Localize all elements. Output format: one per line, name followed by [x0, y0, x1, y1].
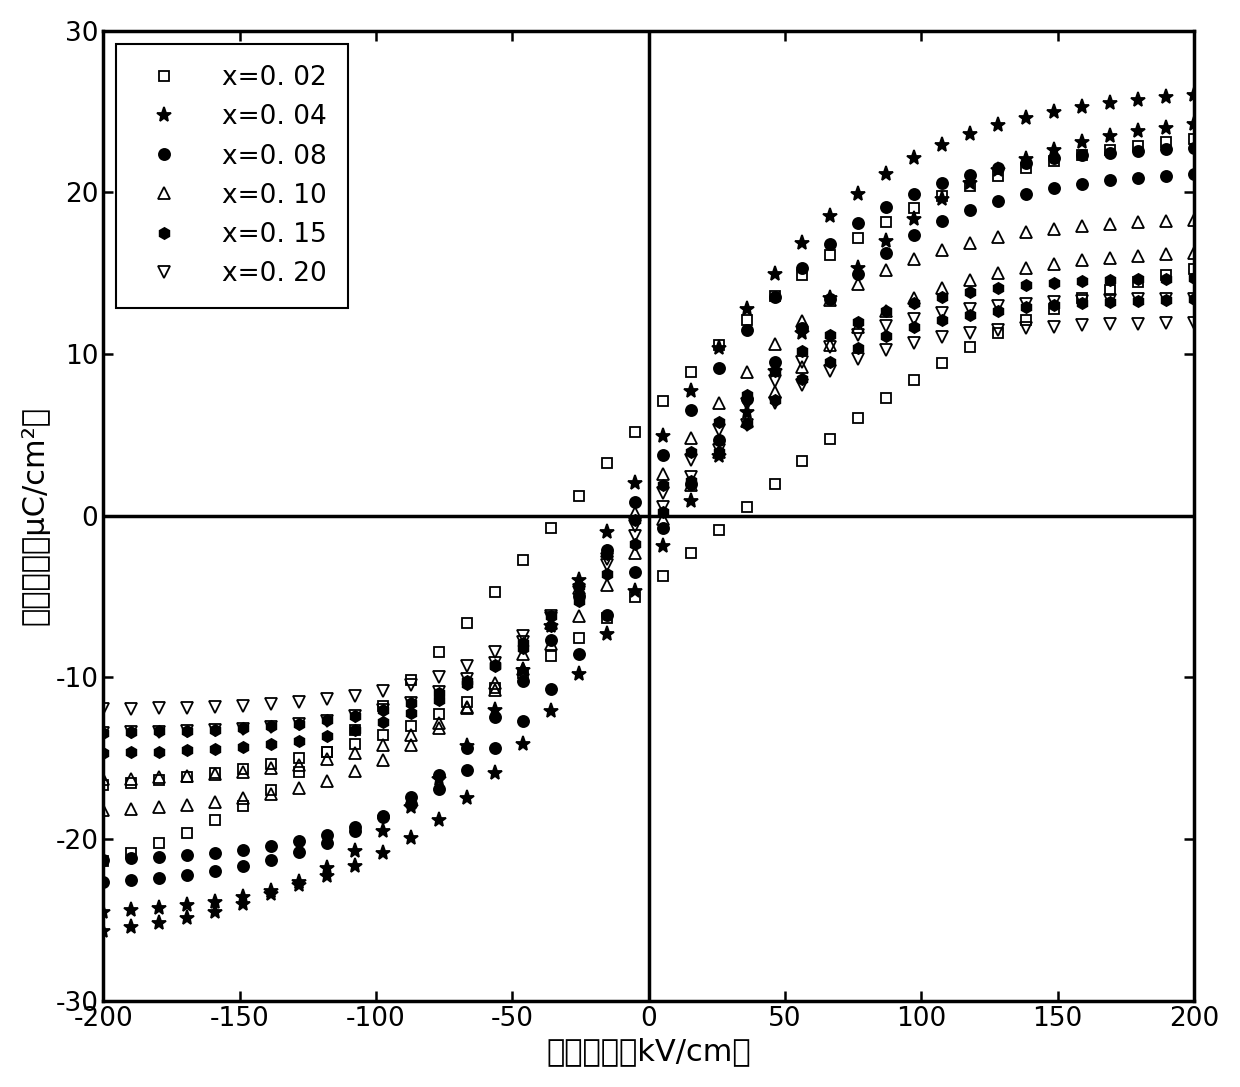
Legend: x=0. 02, x=0. 04, x=0. 08, x=0. 10, x=0. 15, x=0. 20: x=0. 02, x=0. 04, x=0. 08, x=0. 10, x=0.… — [117, 45, 348, 309]
X-axis label: 电场强度（kV/cm）: 电场强度（kV/cm） — [547, 1037, 751, 1066]
Y-axis label: 极化强度（μC/cm²）: 极化强度（μC/cm²） — [21, 407, 50, 625]
